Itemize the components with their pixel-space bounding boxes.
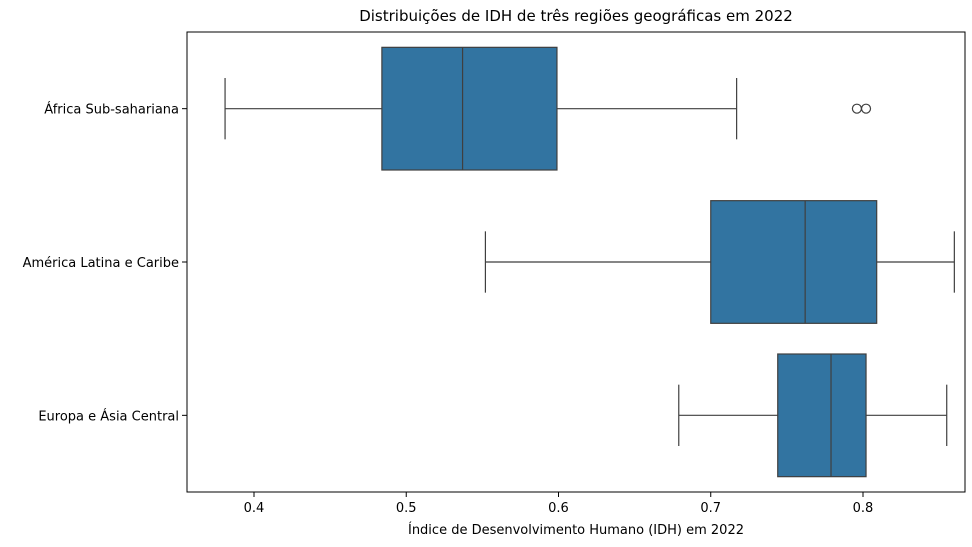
x-tick-label: 0.4 xyxy=(244,501,265,516)
outlier-point xyxy=(851,103,863,114)
y-tick-label: África Sub-sahariana xyxy=(44,102,179,118)
x-tick-label: 0.8 xyxy=(853,501,874,516)
iqr-box xyxy=(710,200,878,324)
x-tick-label: 0.5 xyxy=(396,501,417,516)
x-tick-label: 0.6 xyxy=(548,501,569,516)
iqr-box xyxy=(381,46,558,171)
iqr-box xyxy=(777,353,867,478)
x-tick-label: 0.7 xyxy=(700,501,721,516)
chart-title: Distribuições de IDH de três regiões geo… xyxy=(359,7,793,25)
plot-area: 0.4 0.5 0.6 0.7 0.8 África Sub-sahariana Améri… xyxy=(23,46,955,516)
y-tick-label: América Latina e Caribe xyxy=(23,256,179,271)
outlier-point xyxy=(860,103,872,114)
x-axis-label: Índice de Desenvolvimento Humano (IDH) e… xyxy=(408,522,744,538)
plot-frame xyxy=(186,31,966,493)
y-tick-label: Europa e Ásia Central xyxy=(38,408,179,424)
